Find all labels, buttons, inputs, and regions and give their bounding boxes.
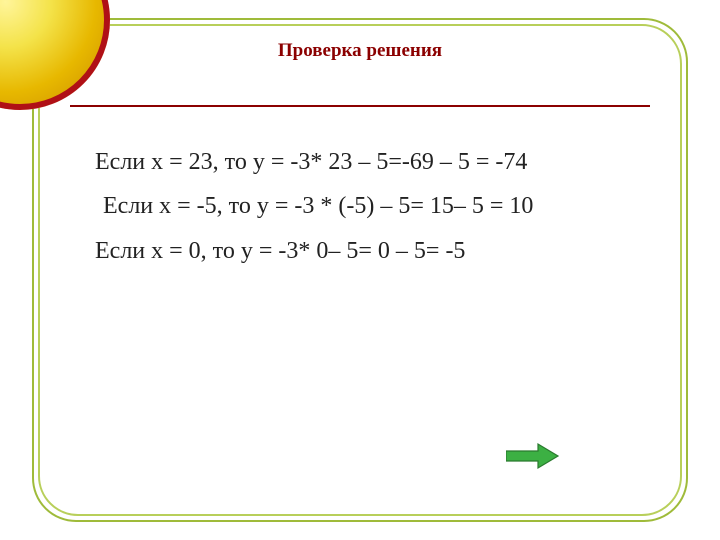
- page-title: Проверка решения: [0, 40, 720, 62]
- solution-body: Если х = 23, то у = -3* 23 – 5=-69 – 5 =…: [95, 140, 655, 273]
- solution-line-3: Если х = 0, то у = -3* 0– 5= 0 – 5= -5: [95, 229, 655, 273]
- solution-line-1: Если х = 23, то у = -3* 23 – 5=-69 – 5 =…: [95, 140, 655, 184]
- solution-line-2: Если х = -5, то у = -3 * (-5) – 5= 15– 5…: [103, 184, 655, 228]
- next-arrow-icon[interactable]: [506, 442, 560, 470]
- title-divider: [70, 105, 650, 107]
